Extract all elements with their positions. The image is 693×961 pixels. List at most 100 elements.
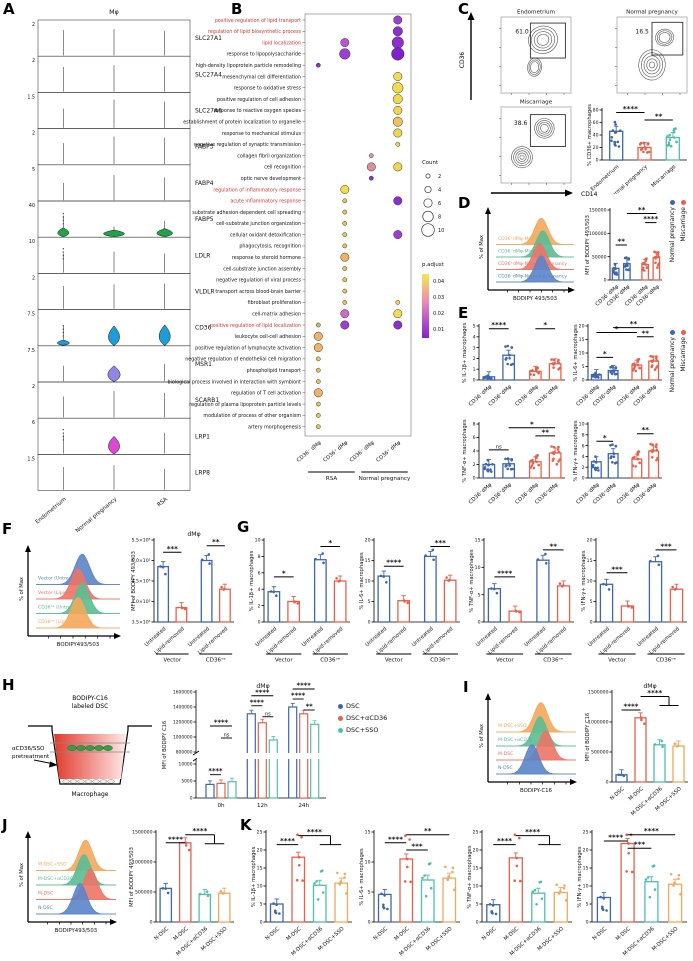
svg-text:BODIPY493/503: BODIPY493/503 — [55, 928, 97, 934]
panel-f-bar-chart: 3.5×10⁵ 4.0×10⁵ 4.5×10⁵ 5.0×10⁵ 5.5×10⁵ Untre… — [128, 528, 238, 670]
svg-text:5.5×10⁵: 5.5×10⁵ — [132, 538, 151, 544]
svg-text:10: 10 — [587, 579, 593, 585]
svg-text:% IFN-γ+ macrophages: % IFN-γ+ macrophages — [577, 846, 583, 907]
legend-normal-miscarriage: Normal pregnancy Miscarriage — [669, 200, 687, 262]
svg-text:0: 0 — [368, 920, 371, 926]
svg-text:***: *** — [435, 538, 447, 547]
svg-text:CD36⁻dMφ-Normal pregnancy: CD36⁻dMφ-Normal pregnancy — [498, 274, 567, 280]
svg-text:8: 8 — [258, 554, 261, 560]
svg-text:4: 4 — [438, 187, 441, 193]
flow-plot-miscarriage: Miscarriage 38.6 — [487, 96, 575, 190]
legend-label: DSC+SSO — [346, 726, 379, 734]
svg-text:M-DSC: M-DSC — [498, 751, 513, 757]
svg-text:5: 5 — [582, 364, 585, 370]
panel-g-il1b-chart: 0 2 4 6 8 10 Untreated Lipid-removed Untreated Li… — [246, 528, 354, 670]
svg-text:6: 6 — [582, 443, 585, 449]
legend-dot-miscarriage — [681, 330, 686, 335]
svg-text:CD36ᵒᵉ: CD36ᵒᵉ — [543, 658, 563, 664]
svg-text:****: **** — [491, 320, 506, 329]
svg-text:4: 4 — [582, 454, 585, 460]
svg-text:*: * — [603, 349, 607, 358]
svg-text:regulation of lipid biosynthet: regulation of lipid biosynthetic process — [208, 29, 302, 35]
svg-text:15: 15 — [587, 558, 593, 564]
svg-text:10: 10 — [473, 884, 479, 890]
svg-text:10: 10 — [438, 228, 444, 234]
svg-text:6: 6 — [438, 201, 441, 207]
svg-text:20: 20 — [593, 145, 599, 151]
svg-text:high-density lipoprotein parti: high-density lipoprotein particle remode… — [196, 63, 301, 69]
svg-text:0: 0 — [260, 920, 263, 926]
svg-text:response to oxidative stress: response to oxidative stress — [234, 86, 302, 92]
svg-text:negative regulation of synapti: negative regulation of synaptic transmis… — [194, 142, 301, 148]
panel-h-schematic: BODIPY-C16 labeled DSC αCD36/SSO pretrea… — [12, 695, 152, 798]
svg-text:CD36⁺dMφ-Miscarriage: CD36⁺dMφ-Miscarriage — [498, 236, 551, 242]
svg-text:****: **** — [623, 104, 638, 113]
svg-text:% CD36+ macrophages: % CD36+ macrophages — [587, 104, 593, 166]
svg-text:Normal pregnancy: Normal pregnancy — [626, 10, 678, 16]
svg-text:cellular oxidant detoxificatio: cellular oxidant detoxification — [230, 232, 301, 238]
svg-text:cell-matrix adhesion: cell-matrix adhesion — [252, 312, 301, 318]
svg-text:% of Max: % of Max — [19, 863, 25, 887]
svg-text:% IL-6+ macrophages: % IL-6+ macrophages — [359, 848, 365, 906]
svg-text:0: 0 — [582, 378, 585, 384]
svg-text:positive regulation of lipid l: positive regulation of lipid localizatio… — [210, 323, 301, 329]
svg-text:40: 40 — [593, 133, 599, 139]
svg-text:**: ** — [641, 328, 649, 337]
panel-k-ifng-chart: 0 5 10 15 20 25 N-DSC M-DSC M-DSC+αCD36 M-DSC+SSO… — [574, 820, 691, 960]
svg-text:3: 3 — [473, 345, 476, 351]
svg-text:**: ** — [541, 427, 549, 436]
svg-text:% IL-1β+ macrophages: % IL-1β+ macrophages — [251, 846, 257, 907]
svg-text:CD36ᵒᵉ: CD36ᵒᵉ — [656, 658, 676, 664]
svg-text:1000000: 1000000 — [588, 720, 609, 726]
macrophage-cells-icon — [62, 779, 115, 784]
legend-normal-miscarriage: Normal pregnancy Miscarriage — [669, 330, 687, 392]
svg-text:8: 8 — [582, 433, 585, 439]
svg-text:Endometrium: Endometrium — [35, 497, 68, 526]
svg-text:**: ** — [617, 237, 625, 246]
svg-text:16.5: 16.5 — [636, 29, 650, 36]
panel-label-d: D — [458, 194, 471, 212]
svg-text:15: 15 — [579, 337, 585, 343]
svg-text:ns: ns — [224, 733, 230, 739]
svg-text:2: 2 — [582, 465, 585, 471]
svg-text:15: 15 — [475, 538, 481, 544]
panel-g-ifng-chart: 0 5 10 15 20 Untreated Lipid-removed Untreated L… — [578, 528, 691, 670]
svg-text:60: 60 — [593, 120, 599, 126]
svg-text:7.5: 7.5 — [27, 312, 35, 318]
svg-text:***: *** — [660, 541, 672, 550]
legend-dot-miscarriage — [681, 200, 686, 205]
svg-text:% of Max: % of Max — [479, 235, 485, 259]
legend-label: Miscarriage — [680, 337, 687, 372]
svg-text:ns: ns — [496, 444, 502, 450]
svg-text:N-DSC: N-DSC — [264, 926, 281, 942]
svg-text:response to mechanical stimulu: response to mechanical stimulus — [222, 131, 301, 137]
svg-text:0: 0 — [582, 476, 585, 482]
svg-text:10: 10 — [579, 422, 585, 428]
svg-text:Vector: Vector — [496, 658, 515, 664]
svg-text:1500000: 1500000 — [588, 690, 609, 696]
svg-text:M-DSC+SSO: M-DSC+SSO — [38, 861, 67, 867]
svg-text:CD36ᵒᵉ: CD36ᵒᵉ — [206, 658, 226, 664]
svg-text:5: 5 — [368, 890, 371, 896]
svg-text:8: 8 — [438, 214, 441, 220]
svg-text:M-DSC+SSO: M-DSC+SSO — [498, 723, 527, 729]
svg-text:0: 0 — [473, 476, 476, 482]
panel-j-bar-chart: 0 500000 1000000 1500000 N-DSC M-DSC M-DSC+αCD… — [126, 820, 238, 960]
svg-text:**: ** — [655, 112, 663, 121]
svg-text:artery morphogenesis: artery morphogenesis — [248, 425, 301, 431]
legend-dot-normal-pregnancy — [670, 200, 675, 205]
cd14-axis-arrow: CD14 — [491, 189, 597, 198]
panel-label-g: G — [237, 518, 250, 536]
svg-text:20: 20 — [257, 848, 263, 854]
panel-e-il6-chart: 0 5 10 15 20 CD36⁻dMφ CD36⁺dMφ CD36⁻dMφ CD36⁺dMφ… — [570, 314, 666, 410]
legend-label: DSC+αCD36 — [346, 714, 388, 722]
svg-text:****: **** — [214, 719, 229, 727]
svg-text:dMφ: dMφ — [187, 531, 200, 538]
svg-text:1: 1 — [473, 367, 476, 373]
svg-text:modulation of process of other: modulation of process of other organism — [203, 413, 301, 419]
svg-text:1000000: 1000000 — [132, 860, 153, 866]
svg-text:SLC27A6: SLC27A6 — [195, 108, 222, 115]
svg-text:LDLR: LDLR — [195, 252, 210, 259]
svg-text:****: **** — [497, 836, 512, 845]
svg-text:10: 10 — [365, 579, 371, 585]
